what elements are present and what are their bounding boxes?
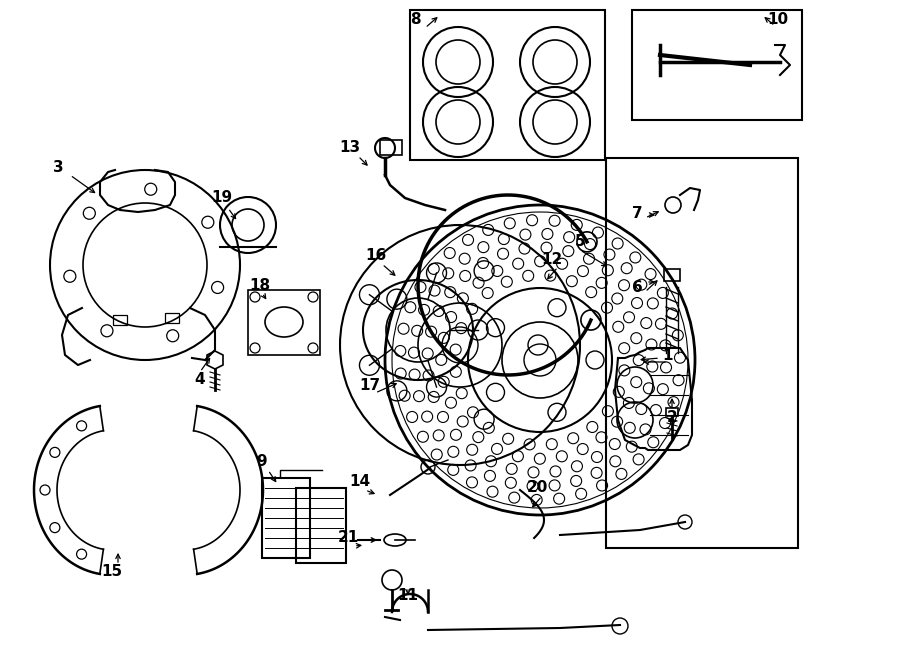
Bar [166,313,179,323]
Text: 14: 14 [349,475,371,490]
Text: 9: 9 [256,455,267,469]
Text: 8: 8 [410,13,420,28]
Text: 5: 5 [575,235,585,249]
Bar [262,478,310,558]
Text: 16: 16 [365,249,387,264]
Text: 13: 13 [339,141,361,155]
Text: 7: 7 [632,206,643,221]
Text: 1: 1 [662,348,673,362]
Text: 2: 2 [667,410,678,426]
Text: 12: 12 [542,253,562,268]
Text: 20: 20 [526,481,548,496]
Bar [632,10,802,120]
Text: 3: 3 [53,161,63,176]
Bar [380,140,402,155]
Text: 19: 19 [212,190,232,206]
Text: 18: 18 [249,278,271,293]
Bar [606,158,798,548]
Bar [666,408,678,416]
Bar [410,10,605,160]
Text: 17: 17 [359,377,381,393]
Text: 21: 21 [338,531,358,545]
Bar [248,290,320,355]
Text: 6: 6 [632,280,643,295]
Text: 4: 4 [194,373,205,387]
Text: 11: 11 [398,588,418,602]
Bar [296,488,346,563]
Polygon shape [207,351,223,369]
Text: 15: 15 [102,564,122,580]
Bar [113,315,127,325]
Bar [664,269,680,281]
Text: 10: 10 [768,13,788,28]
